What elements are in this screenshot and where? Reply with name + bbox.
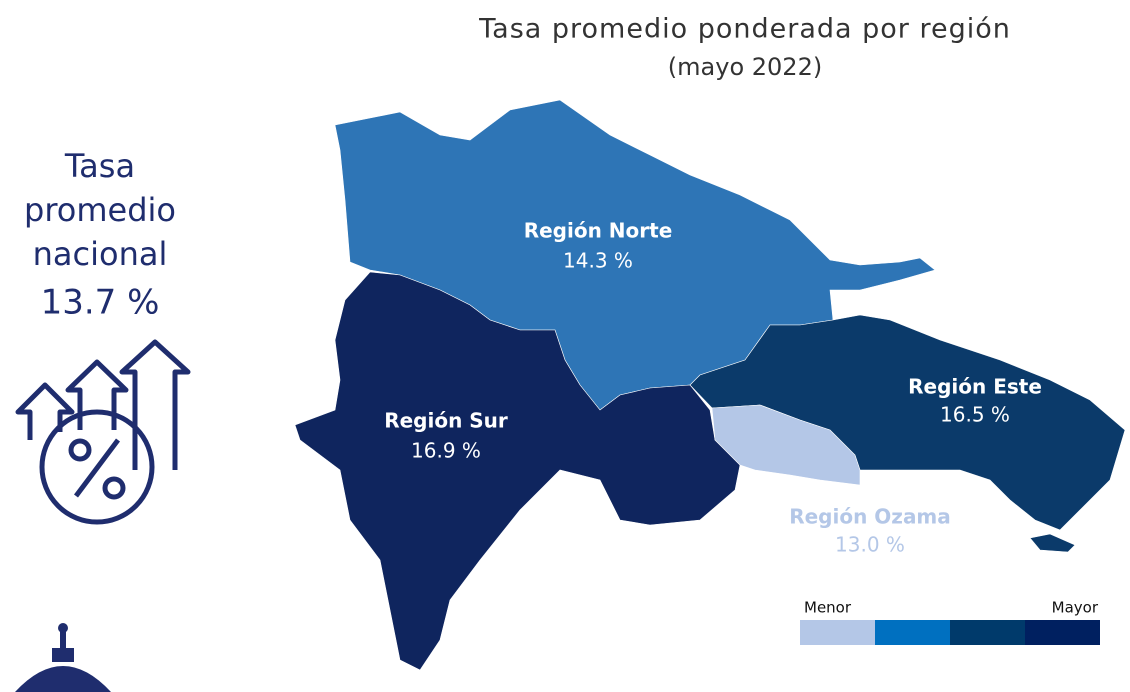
- title: Tasa promedio ponderada por región: [478, 14, 1011, 45]
- region-name: Región Norte: [524, 219, 673, 243]
- region-name: Región Este: [908, 375, 1042, 399]
- legend: Menor Mayor: [800, 599, 1100, 645]
- subtitle: (mayo 2022): [668, 53, 822, 81]
- national-block: Tasa promedio nacional 13.7 %: [24, 147, 176, 323]
- region-value: 16.5 %: [940, 403, 1010, 427]
- legend-swatch: [800, 620, 875, 645]
- legend-swatch: [950, 620, 1025, 645]
- national-line: nacional: [33, 235, 168, 273]
- region-ozama: [711, 404, 861, 486]
- national-value: 13.7 %: [41, 283, 160, 323]
- logo: [15, 623, 111, 692]
- region-name: Región Ozama: [789, 505, 951, 529]
- region-name: Región Sur: [384, 409, 508, 433]
- legend-high: Mayor: [1052, 599, 1099, 617]
- region-sur: [294, 271, 741, 671]
- region-value: 14.3 %: [563, 249, 633, 273]
- legend-swatch: [875, 620, 950, 645]
- map: [294, 99, 1126, 671]
- legend-low: Menor: [804, 599, 852, 617]
- national-line: promedio: [24, 191, 176, 229]
- region-value: 16.9 %: [411, 439, 481, 463]
- region-labels: Región Norte 14.3 % Región Sur 16.9 % Re…: [384, 219, 1042, 557]
- legend-swatch: [1025, 620, 1100, 645]
- region-value: 13.0 %: [835, 533, 905, 557]
- national-line: Tasa: [64, 147, 135, 185]
- growth-icon: [15, 339, 191, 525]
- region-este-island: [1029, 533, 1076, 553]
